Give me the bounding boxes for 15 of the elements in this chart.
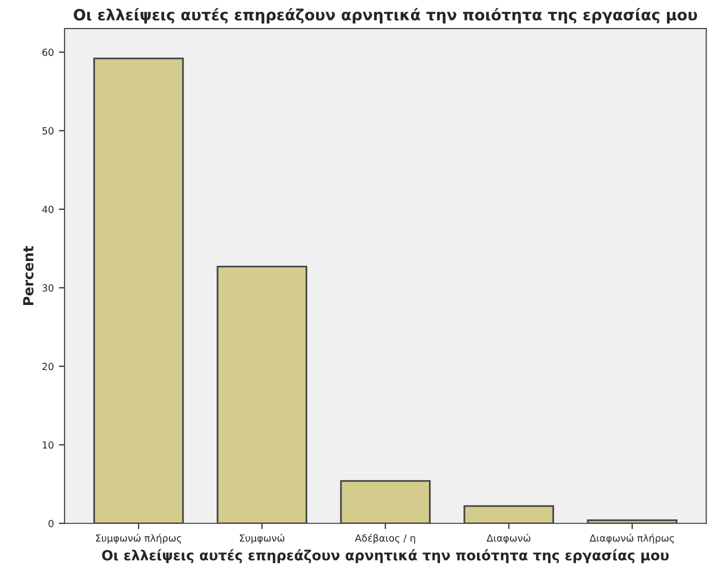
x-axis-title: Οι ελλείψεις αυτές επηρεάζουν αρνητικά την ποιότητα της εργασίας μου bbox=[102, 549, 669, 564]
y-tick-label: 60 bbox=[42, 48, 54, 56]
x-tick-label: Συμφωνώ bbox=[240, 534, 284, 544]
y-tick-label: 0 bbox=[48, 520, 54, 528]
y-axis-title: Percent bbox=[23, 246, 34, 306]
x-tick-label: Συμφωνώ πλήρως bbox=[96, 534, 182, 544]
x-tick-label: Αδέβαιος / η bbox=[354, 534, 416, 544]
y-tick-label: 50 bbox=[42, 127, 54, 135]
x-tick-label: Διαφωνώ bbox=[486, 534, 530, 544]
y-tick-label: 30 bbox=[42, 284, 54, 292]
x-tick-label: Διαφωνώ πλήρως bbox=[590, 534, 674, 544]
chart-title: Οι ελλείψεις αυτές επηρεάζουν αρνητικά την ποιότητα της εργασίας μου bbox=[74, 8, 698, 24]
y-tick-label: 40 bbox=[42, 206, 54, 214]
y-tick-label: 20 bbox=[42, 362, 54, 370]
y-tick-label: 10 bbox=[42, 441, 54, 449]
